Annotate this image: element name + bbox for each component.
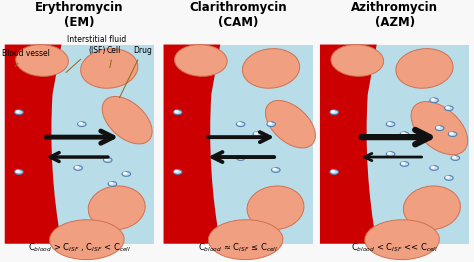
Circle shape [109,182,113,184]
Circle shape [331,111,335,112]
Circle shape [388,152,391,154]
Circle shape [401,162,405,164]
PathPatch shape [164,45,220,244]
Circle shape [400,162,409,166]
Circle shape [431,99,435,100]
Circle shape [436,126,444,130]
PathPatch shape [5,45,62,244]
Circle shape [75,166,79,168]
Text: Drug: Drug [119,46,152,98]
Circle shape [79,122,82,124]
Ellipse shape [174,45,227,76]
Circle shape [78,122,86,127]
Text: Clarithromycin
(CAM): Clarithromycin (CAM) [190,1,287,29]
Circle shape [386,152,395,156]
Ellipse shape [242,49,300,88]
Circle shape [331,170,335,172]
Text: C$_{blood}$ > C$_{ISF}$ , C$_{ISF}$ < C$_{cell}$: C$_{blood}$ > C$_{ISF}$ , C$_{ISF}$ < C$… [28,242,131,254]
Circle shape [445,106,453,111]
Circle shape [273,168,276,170]
Circle shape [400,132,409,137]
Circle shape [330,110,338,114]
Circle shape [16,111,19,112]
Ellipse shape [50,220,124,260]
Circle shape [15,170,23,174]
Ellipse shape [88,186,145,230]
Ellipse shape [265,100,315,148]
Circle shape [238,122,241,124]
Circle shape [175,170,178,172]
Circle shape [451,156,460,160]
Circle shape [446,107,449,108]
Ellipse shape [209,220,283,260]
Circle shape [430,98,438,103]
PathPatch shape [320,45,377,244]
Bar [5,45,154,244]
Circle shape [15,110,23,114]
Ellipse shape [411,102,468,155]
Circle shape [122,172,130,176]
Circle shape [450,132,453,134]
Ellipse shape [403,186,460,230]
Text: Interstitial fluid
(ISF): Interstitial fluid (ISF) [66,35,127,73]
Ellipse shape [102,96,152,144]
Circle shape [268,122,272,124]
Circle shape [123,172,127,174]
Circle shape [401,132,405,134]
Circle shape [237,156,245,160]
Circle shape [74,166,82,170]
Bar [164,45,313,244]
Circle shape [453,156,456,158]
Ellipse shape [16,45,68,76]
Text: C$_{blood}$ ≈ C$_{ISF}$ ≤ C$_{cell}$: C$_{blood}$ ≈ C$_{ISF}$ ≤ C$_{cell}$ [198,242,278,254]
Circle shape [238,156,241,158]
Circle shape [237,122,245,127]
Circle shape [105,158,108,160]
Circle shape [448,132,457,137]
Circle shape [431,166,435,168]
Text: Blood vessel: Blood vessel [2,50,50,66]
Text: C$_{blood}$ < C$_{ISF}$ << C$_{cell}$: C$_{blood}$ < C$_{ISF}$ << C$_{cell}$ [351,242,438,254]
Ellipse shape [396,49,453,88]
Bar [320,45,469,244]
Circle shape [430,166,438,170]
Circle shape [16,170,19,172]
Ellipse shape [81,49,138,88]
Circle shape [388,122,391,124]
Text: Azithromycin
(AZM): Azithromycin (AZM) [351,1,438,29]
Circle shape [253,132,262,137]
Ellipse shape [331,45,383,76]
Circle shape [446,176,449,178]
Circle shape [330,170,338,174]
Text: Erythromycin
(EM): Erythromycin (EM) [35,1,124,29]
Circle shape [103,158,112,162]
Circle shape [267,122,275,127]
Text: Cell: Cell [106,46,121,68]
Circle shape [386,122,395,127]
Ellipse shape [365,220,439,260]
Circle shape [173,110,182,114]
Ellipse shape [247,186,304,230]
Circle shape [255,132,258,134]
Circle shape [445,176,453,180]
Circle shape [108,182,117,186]
Circle shape [272,168,280,172]
Circle shape [437,127,440,128]
Circle shape [175,111,178,112]
Circle shape [173,170,182,174]
